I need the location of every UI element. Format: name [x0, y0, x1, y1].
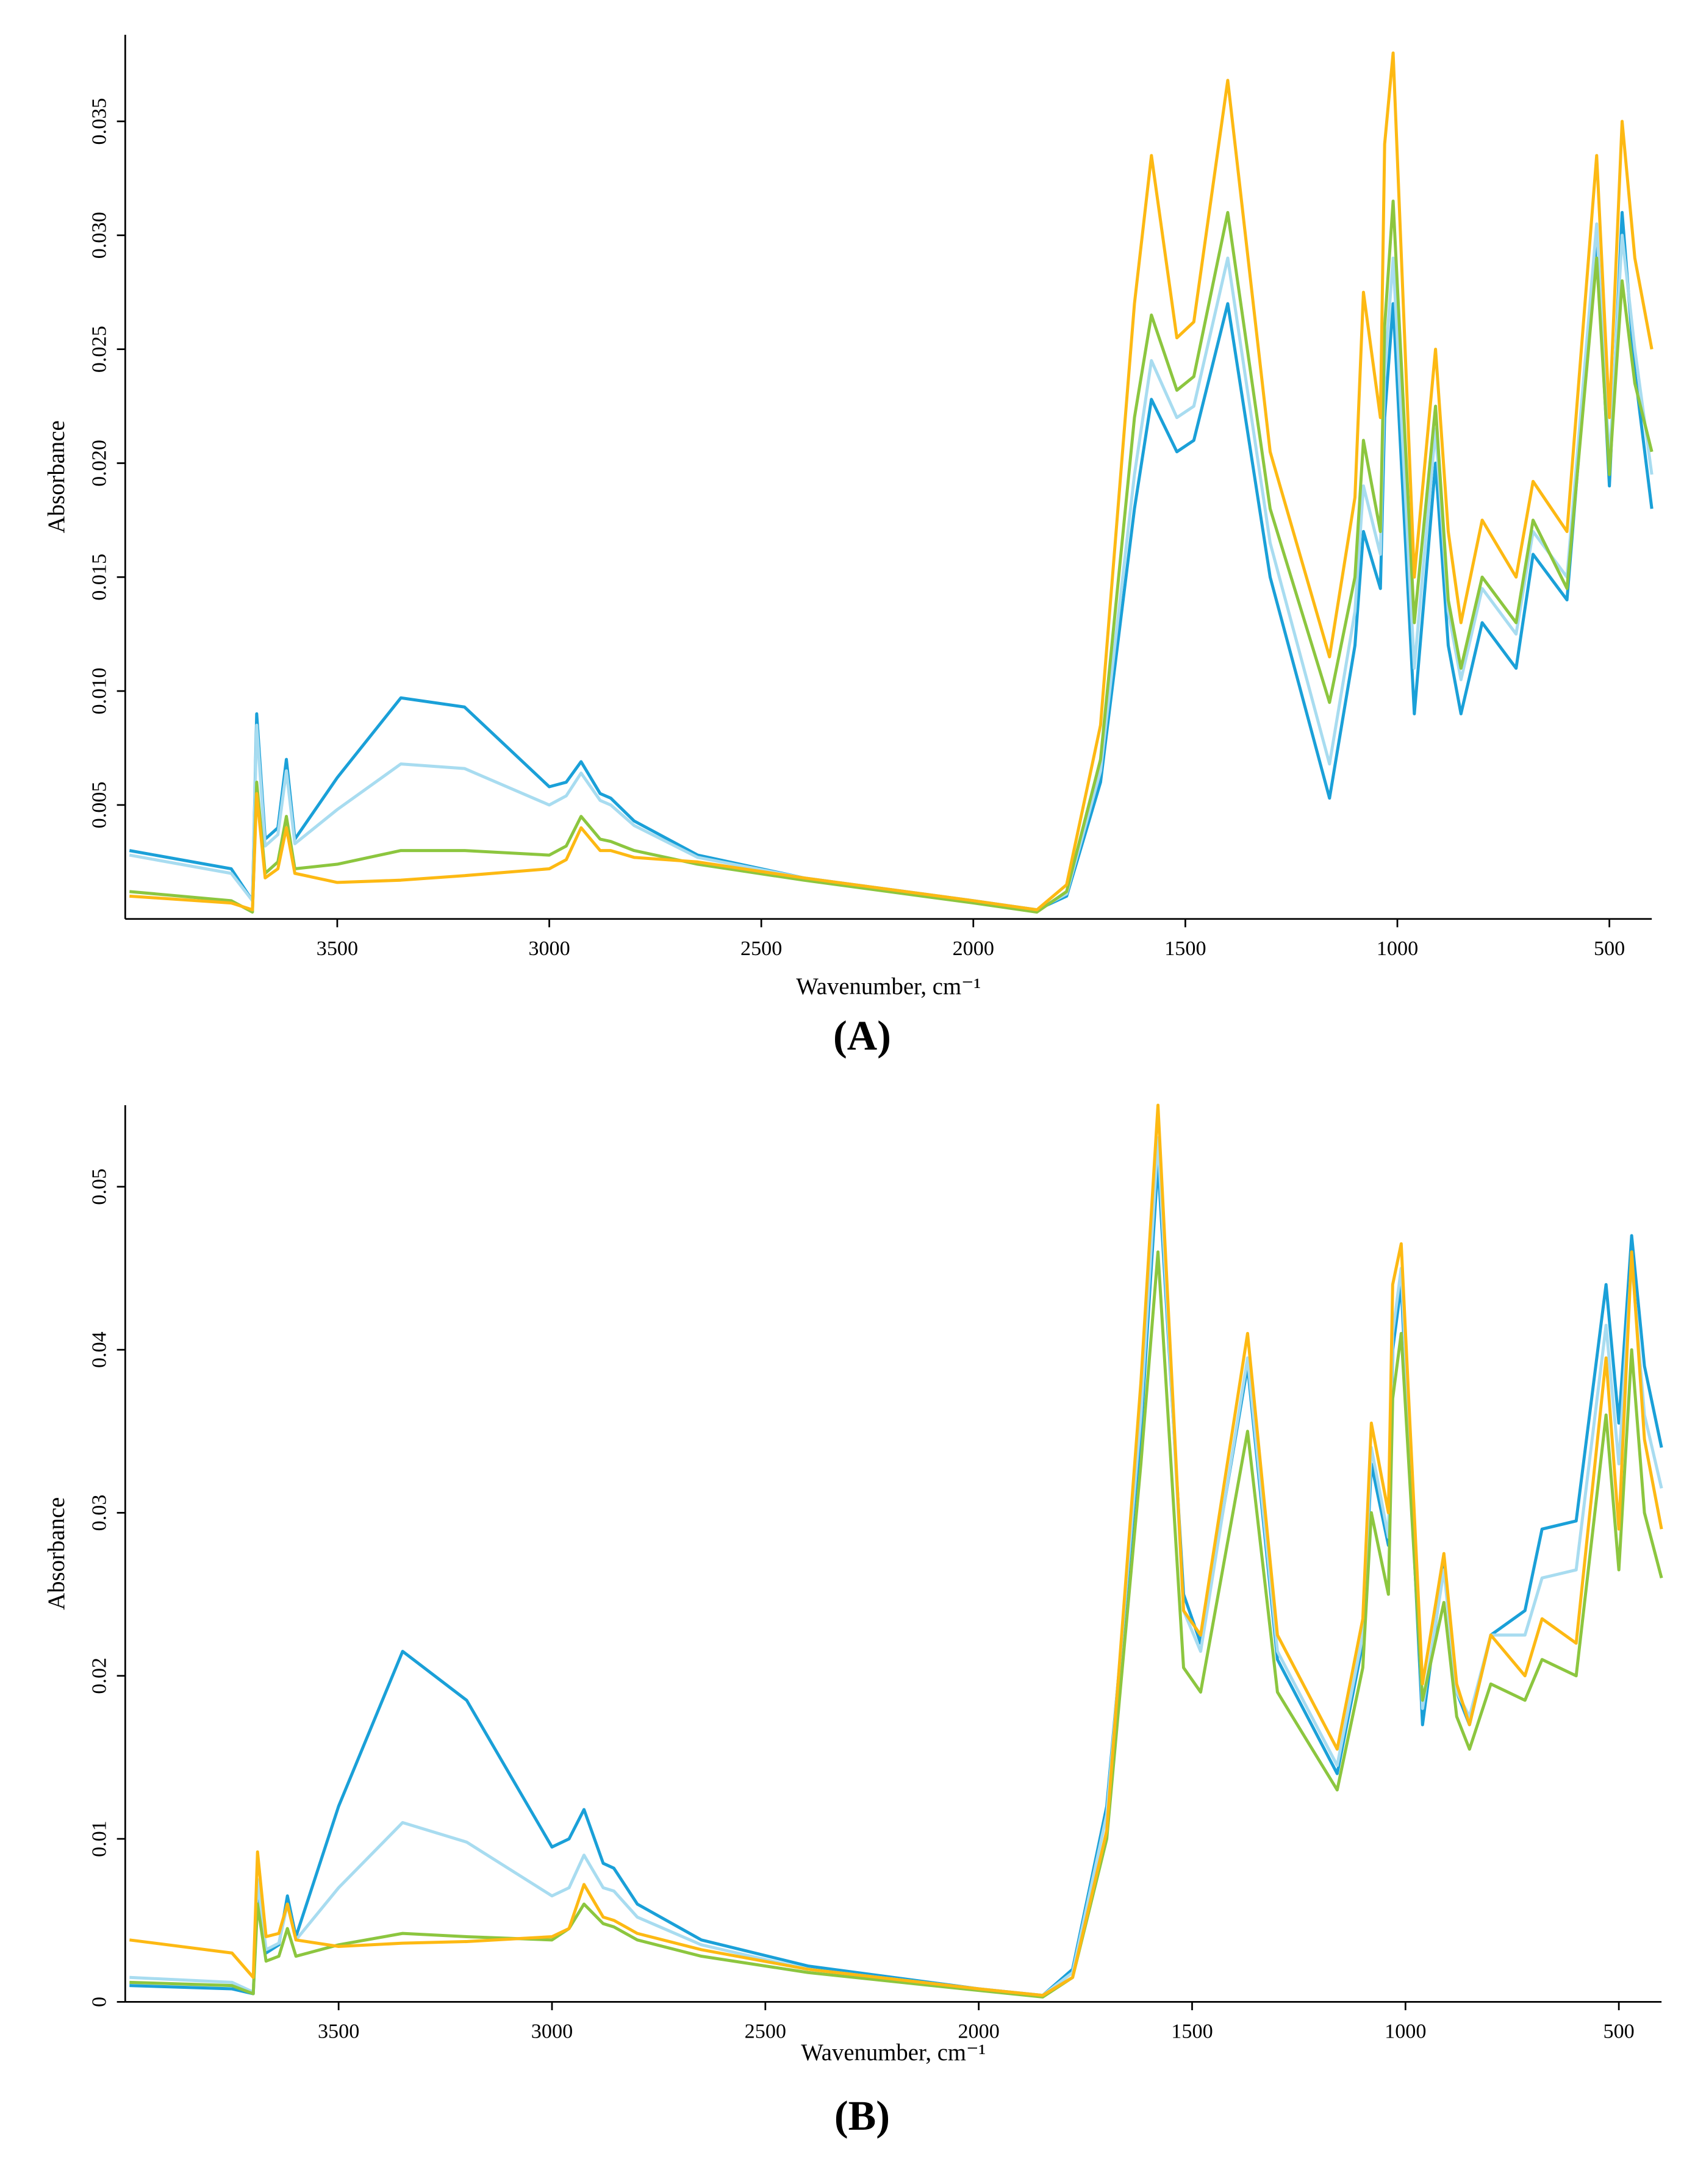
y-tick-label: 0.03: [88, 1495, 110, 1531]
x-tick-label: 2500: [740, 937, 782, 960]
x-axis-label: Wavenumber, cm⁻¹: [796, 973, 981, 1000]
y-tick-label: 0.015: [88, 554, 110, 601]
y-tick-label: 0.025: [88, 326, 110, 373]
y-axis-label: Absorbance: [43, 1497, 70, 1610]
spectrum-line: [129, 210, 1654, 912]
y-tick-label: 0.035: [88, 98, 110, 145]
x-tick-label: 1000: [1377, 937, 1418, 960]
y-tick-label: 0.01: [88, 1821, 110, 1857]
x-tick-label: 2500: [745, 2021, 786, 2043]
spectrum-line: [129, 1136, 1663, 1997]
x-tick-label: 500: [1594, 937, 1625, 960]
spectrum-line: [129, 51, 1654, 912]
y-axis-label: Absorbance: [43, 420, 70, 533]
panel-label: (B): [834, 2093, 890, 2139]
spectrum-line: [129, 222, 1654, 912]
y-tick-label: 0: [88, 1997, 110, 2007]
y-tick-label: 0.030: [88, 212, 110, 259]
x-axis-label: Wavenumber, cm⁻¹: [801, 2039, 986, 2066]
x-tick-label: 500: [1604, 2021, 1635, 2043]
x-tick-label: 2000: [953, 937, 994, 960]
x-tick-label: 3500: [318, 2021, 359, 2043]
y-tick-label: 0.04: [88, 1331, 110, 1368]
x-tick-label: 1000: [1385, 2021, 1426, 2043]
y-tick-label: 0.020: [88, 440, 110, 487]
y-tick-label: 0.010: [88, 668, 110, 715]
spectrum-line: [129, 1103, 1663, 1997]
x-tick-label: 1500: [1171, 2021, 1213, 2043]
y-tick-label: 0.02: [88, 1658, 110, 1694]
spectrum-line: [129, 199, 1654, 914]
spectrum-line: [129, 1161, 1663, 1997]
y-tick-label: 0.05: [88, 1169, 110, 1205]
panel-label: (A): [833, 1012, 891, 1059]
x-tick-label: 2000: [958, 2021, 999, 2043]
x-tick-label: 3000: [528, 937, 570, 960]
x-tick-label: 3500: [317, 937, 358, 960]
x-tick-label: 3000: [531, 2021, 573, 2043]
y-tick-label: 0.005: [88, 781, 110, 828]
x-tick-label: 1500: [1164, 937, 1206, 960]
